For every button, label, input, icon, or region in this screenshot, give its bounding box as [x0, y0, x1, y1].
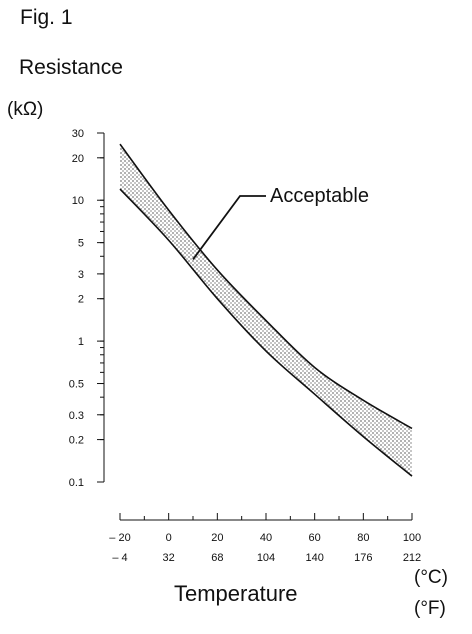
acceptable-band	[120, 144, 412, 477]
x-tick-label-celsius: 80	[357, 532, 369, 544]
lower-limit-curve	[119, 188, 413, 477]
y-tick-label: 3	[78, 269, 84, 281]
y-tick-label: 20	[72, 153, 84, 165]
x-tick-label-celsius: 0	[166, 532, 172, 544]
y-tick-label: 2	[78, 294, 84, 306]
x-tick-label-fahrenheit: – 4	[112, 552, 127, 564]
x-tick-label-celsius: 40	[260, 532, 272, 544]
annotation-leader-line	[192, 195, 266, 260]
upper-limit-curve	[119, 143, 413, 430]
y-axis-label: Resistance	[19, 56, 123, 79]
y-tick-label: 5	[78, 238, 84, 250]
x-axis-label: Temperature	[174, 581, 298, 606]
x-tick-label-fahrenheit: 212	[403, 552, 421, 564]
x-unit-celsius: (°C)	[414, 567, 448, 588]
y-tick-label: 0.5	[69, 379, 84, 391]
y-axis-unit: (kΩ)	[7, 99, 44, 120]
x-tick-label-celsius: 60	[309, 532, 321, 544]
y-tick-label: 0.3	[69, 410, 84, 422]
y-tick-label: 10	[72, 195, 84, 207]
y-tick-label: 0.1	[69, 477, 84, 489]
x-tick-label-celsius: – 20	[109, 532, 130, 544]
figure-label: Fig. 1	[20, 6, 73, 29]
x-tick-label-fahrenheit: 68	[211, 552, 223, 564]
x-tick-label-celsius: 20	[211, 532, 223, 544]
x-unit-fahrenheit: (°F)	[414, 598, 446, 619]
x-tick-label-fahrenheit: 176	[354, 552, 372, 564]
acceptable-annotation: Acceptable	[270, 185, 369, 207]
y-tick-label: 0.2	[69, 435, 84, 447]
x-tick-label-fahrenheit: 140	[305, 552, 323, 564]
x-tick-label-fahrenheit: 104	[257, 552, 275, 564]
y-tick-label: 30	[72, 128, 84, 140]
x-tick-label-fahrenheit: 32	[163, 552, 175, 564]
y-tick-label: 1	[78, 336, 84, 348]
x-tick-label-celsius: 100	[403, 532, 421, 544]
